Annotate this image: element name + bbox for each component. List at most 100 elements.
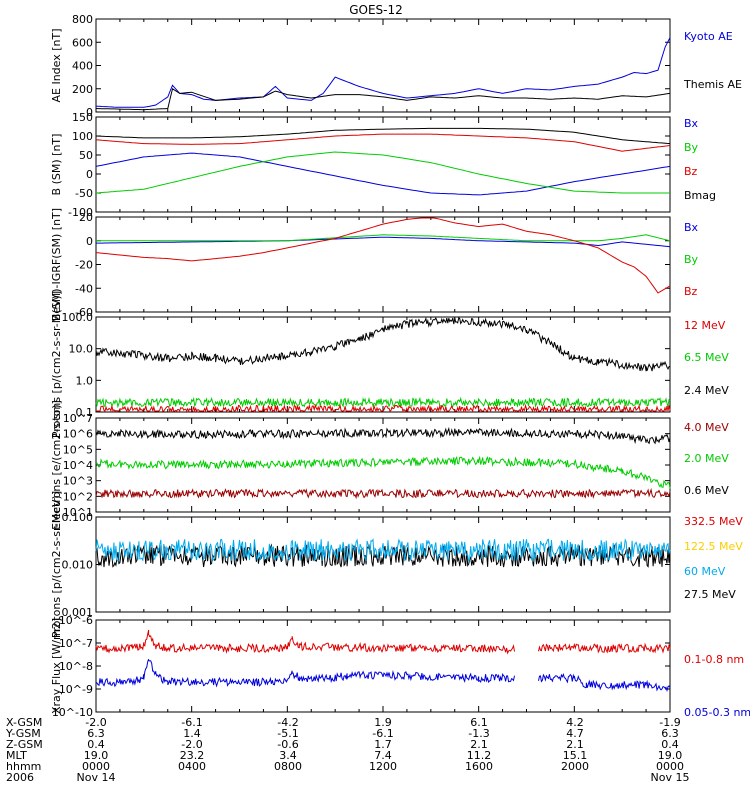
panel-frame [95,116,671,213]
axis-table-row-label: X-GSM [6,716,42,729]
y-axis-label: B(SM)-IGRF(SM) [nT] [50,208,63,321]
panel-frame [95,216,671,313]
axis-table-row-label: MLT [6,749,27,762]
legend-label: 60 MeV [684,565,726,578]
legend-label: 0.6 MeV [684,484,729,497]
series-line [96,236,671,248]
axis-table-value: 0800 [274,760,302,773]
panel-0: 800 600 400 200 0 AE Index [nT] Kyoto AE Themis… [50,13,742,119]
axis-table-row-label: hhmm [6,760,41,773]
axis-table-value: 1200 [369,760,397,773]
axis-table-value: 1.7 [374,738,392,751]
axis-table-value: 2.1 [566,738,584,751]
legend-label: By [684,141,699,154]
y-tick-label: -50 [75,187,93,200]
axis-table-value: -1.9 [659,716,680,729]
y-axis-label: Electrons [e/(cm2-s-sr)] [50,400,63,530]
y-tick-label: 10^-8 [59,660,93,673]
axis-table-value: 19.0 [84,749,109,762]
legend-label: 0.05-0.3 nm [684,706,750,719]
axis-table-value: 6.1 [470,716,488,729]
axis-table-value: 3.4 [279,749,297,762]
y-tick-label: 10^5 [63,443,93,456]
y-tick-label: 400 [72,60,93,73]
axis-table-value: 0400 [178,760,206,773]
series-line [95,455,671,489]
series-line [95,37,671,108]
y-tick-label: 0.010 [62,559,94,572]
series-line [95,543,671,568]
y-tick-label: -100 [68,206,93,219]
axis-table-value: 11.2 [467,749,492,762]
legend-label: 332.5 MeV [684,515,743,528]
y-tick-label: 200 [72,83,93,96]
y-tick-label: 0.100 [62,511,94,524]
y-tick-label: 0.1 [76,406,94,419]
axis-table-value: 7.4 [374,749,392,762]
axis-table: X-GSM -2.0 -6.1 -4.2 1.9 6.1 4.2 -1.9 Y-GSM 6.3 1.… [5,716,689,784]
axis-table-value: 1.9 [374,716,392,729]
series-line [95,133,671,152]
axis-table-value: -4.2 [277,716,298,729]
axis-table-value: -1.3 [468,727,489,740]
axis-table-value: 4.7 [566,727,584,740]
axis-table-value: -5.1 [277,727,298,740]
y-axis-label: Protons [p/(cm2-s-sr-MeV)] [50,491,63,638]
y-tick-label: 10^6 [63,428,93,441]
panel-frame [95,316,671,413]
y-tick-label: 50 [79,149,93,162]
y-tick-label: 0.001 [62,606,94,619]
y-tick-label: 10^3 [63,475,93,488]
legend-label: Kyoto AE [684,30,733,43]
y-tick-label: 10^-7 [59,637,93,650]
axis-table-value: Nov 14 [77,771,116,784]
legend-label: 6.5 MeV [684,351,729,364]
y-tick-label: 0 [86,106,93,119]
legend-label: 27.5 MeV [684,588,736,601]
axis-table-value: -0.6 [277,738,298,751]
series-line [95,127,671,145]
series-line [95,88,671,111]
y-tick-label: 10^-10 [52,706,93,719]
axis-table-value: 19.0 [658,749,683,762]
y-tick-label: 0 [86,235,93,248]
series-line [95,629,671,655]
axis-table-value: 0000 [82,760,110,773]
y-tick-label: 10^1 [63,506,93,519]
series-line [96,234,671,242]
legend-label: By [684,253,699,266]
series-line [95,152,671,196]
y-tick-label: -20 [75,259,93,272]
y-tick-label: -40 [75,282,93,295]
axis-table-value: 6.3 [661,727,679,740]
panel-frame [95,619,671,713]
axis-table-value: 1.4 [183,727,201,740]
series-line [95,316,671,372]
axis-table-value: 1600 [465,760,493,773]
axis-table-value: 4.2 [566,716,584,729]
series-line [95,487,671,500]
axis-table-value: 0000 [656,760,684,773]
y-tick-label: 10^-6 [59,614,93,627]
axis-table-value: 23.2 [180,749,205,762]
y-axis-label: Xray Flux [W/m2] [50,618,63,714]
y-tick-label: 800 [72,13,93,26]
legend-label: 122.5 MeV [684,540,743,553]
axis-table-value: 0.4 [87,738,105,751]
y-tick-label: 20 [79,211,93,224]
axis-table-value: 2000 [561,760,589,773]
y-tick-label: 100.0 [62,311,94,324]
legend-label: Bz [684,285,698,298]
legend-label: Themis AE [683,78,742,91]
legend-label: Bmag [684,189,716,202]
axis-table-row-label: 2006 [6,771,34,784]
panel-3: 100.0 10.0 1.0 0.1 Protons [p/(cm2-s-sr-MeV)… [50,291,729,438]
y-axis-label: AE Index [nT] [50,28,63,102]
panel-2: 20 0 -20 -40 -60 B(SM)-IGRF(SM) [nT] Bx By Bz [50,208,699,321]
series-line [95,426,671,445]
axis-table-row-label: Y-GSM [5,727,41,740]
y-tick-label: 10^4 [63,459,93,472]
